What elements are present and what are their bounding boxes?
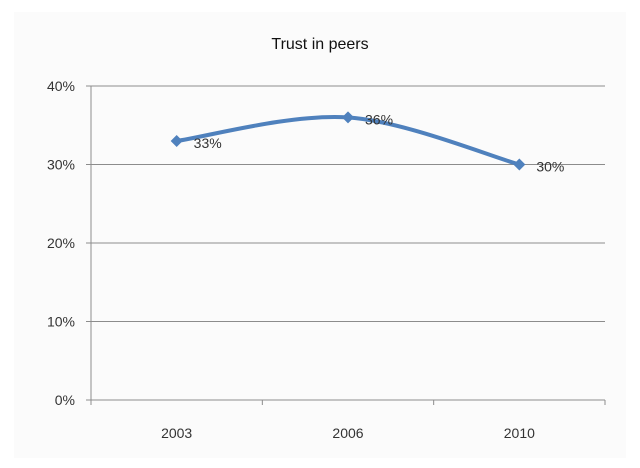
x-tick-label: 2003 [161,425,192,441]
y-tick-label: 0% [55,392,75,408]
y-tick-label: 30% [47,157,75,173]
chart-title: Trust in peers [271,36,369,53]
data-point-marker [513,158,526,171]
x-tick-label: 2006 [332,425,363,441]
series-line [174,114,522,167]
y-tick-label: 10% [47,314,75,330]
data-label: 33% [194,135,222,151]
data-label: 36% [365,111,393,127]
y-tick-label: 40% [47,78,75,94]
data-label: 30% [536,159,564,175]
y-tick-label: 20% [47,235,75,251]
x-tick-label: 2010 [504,425,535,441]
data-point-marker [342,111,354,124]
data-point-marker [170,134,183,147]
